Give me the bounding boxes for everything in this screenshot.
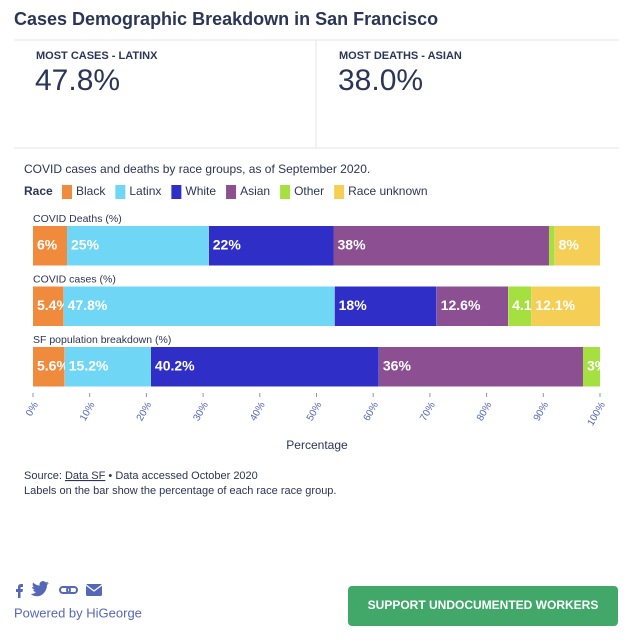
- value-label: 25%: [71, 236, 100, 252]
- value-label: 8%: [559, 236, 580, 252]
- legend-label: Other: [294, 184, 324, 198]
- stat-label: MOST DEATHS - ASIAN: [339, 50, 462, 62]
- link-icon[interactable]: [66, 586, 78, 594]
- segment: 3%: [582, 347, 608, 387]
- share-icons[interactable]: [16, 581, 103, 598]
- bar-segment: [63, 286, 335, 326]
- bar-segment: [554, 226, 600, 266]
- plot: Black Latinx White Asian Other Race unknown 0%…: [24, 184, 608, 428]
- x-axis-label: Percentage: [286, 438, 348, 452]
- bar-segment: [333, 226, 549, 266]
- value-label: 22%: [213, 236, 242, 252]
- bar-segment: [33, 286, 64, 326]
- legend-swatch: [226, 185, 237, 199]
- link-icon[interactable]: [59, 586, 71, 594]
- bar-segment: [150, 347, 379, 387]
- segment: 4.1%: [508, 286, 544, 326]
- legend-label: Latinx: [129, 184, 161, 198]
- segment: 5.6%: [33, 347, 69, 387]
- bar-segment: [378, 347, 583, 387]
- bar-segment: [64, 347, 151, 387]
- bar-segment: [33, 347, 65, 387]
- x-tick-label: 60%: [362, 400, 382, 423]
- value-label: 12.1%: [535, 297, 575, 313]
- legend-label: White: [185, 184, 216, 198]
- value-label: 6%: [37, 236, 58, 252]
- facebook-icon[interactable]: [16, 584, 23, 598]
- segment: 38%: [333, 226, 549, 266]
- legend-swatch: [280, 185, 291, 199]
- x-tick-label: 40%: [248, 400, 268, 423]
- stat-value: 47.8%: [35, 64, 120, 97]
- segment: 40.2%: [150, 347, 379, 387]
- value-label: 36%: [383, 357, 412, 373]
- stat-label: MOST CASES - LATINX: [36, 50, 158, 62]
- value-label: 18%: [339, 297, 368, 313]
- value-label: 15.2%: [69, 357, 109, 373]
- x-tick-label: 90%: [532, 400, 552, 423]
- source: Source: Data SF • Data accessed October …: [24, 470, 258, 482]
- value-label: 40.2%: [155, 357, 195, 373]
- segment: 15.2%: [64, 347, 151, 387]
- note: Labels on the bar show the percentage of…: [24, 485, 337, 497]
- twitter-icon[interactable]: [31, 581, 49, 597]
- category-label: COVID Deaths (%): [33, 213, 122, 225]
- value-label: 4.1%: [512, 297, 544, 313]
- value-label: 3%: [587, 357, 608, 373]
- legend-swatch: [334, 185, 345, 199]
- legend-swatch: [171, 185, 182, 199]
- mail-icon[interactable]: [85, 584, 103, 592]
- segment: 25%: [67, 226, 209, 266]
- legend-swatch: [62, 185, 72, 199]
- x-tick-label: 20%: [135, 400, 155, 423]
- value-label: 5.6%: [37, 357, 69, 373]
- segment: 47.8%: [63, 286, 335, 326]
- segment: 6%: [33, 226, 68, 266]
- bar-segment: [582, 347, 600, 387]
- value-label: 12.6%: [441, 297, 481, 313]
- bar-segment: [33, 226, 68, 266]
- legend-label: Black: [76, 184, 106, 198]
- legend-label: Race unknown: [348, 184, 427, 198]
- segment: [548, 226, 555, 266]
- segment: 12.1%: [531, 286, 600, 326]
- x-tick-label: 100%: [586, 400, 608, 428]
- legend-swatch: [115, 185, 126, 199]
- x-tick-label: 80%: [475, 400, 495, 423]
- button[interactable]: [348, 586, 618, 626]
- bar-segment: [208, 226, 334, 266]
- segment: 22%: [208, 226, 334, 266]
- segment: 12.6%: [436, 286, 509, 326]
- subtitle: COVID cases and deaths by race groups, a…: [24, 162, 370, 176]
- title: Cases Demographic Breakdown in San Franc…: [14, 9, 438, 29]
- segment: 8%: [554, 226, 600, 266]
- legend-title: Race: [24, 184, 53, 198]
- button-label[interactable]: SUPPORT UNDOCUMENTED WORKERS: [368, 598, 599, 612]
- bar-segment: [67, 226, 209, 266]
- value-label: 5.4%: [37, 297, 69, 313]
- category-label: SF population breakdown (%): [33, 334, 171, 346]
- stat-value: 38.0%: [338, 64, 423, 97]
- segment: 5.4%: [33, 286, 69, 326]
- bar-segment: [334, 286, 437, 326]
- mail-icon[interactable]: [86, 584, 102, 596]
- segment: 36%: [378, 347, 583, 387]
- bar-segment: [508, 286, 532, 326]
- category-label: COVID cases (%): [33, 273, 116, 285]
- bar-segment: [436, 286, 509, 326]
- bar-segment: [531, 286, 600, 326]
- powered-by[interactable]: Powered by HiGeorge: [14, 605, 142, 620]
- segment: 18%: [334, 286, 437, 326]
- x-tick-label: 30%: [191, 400, 211, 423]
- legend-label: Asian: [240, 184, 270, 198]
- x-tick-label: 0%: [24, 400, 41, 418]
- x-tick-label: 10%: [78, 400, 98, 423]
- source-link[interactable]: Data SF: [65, 470, 106, 482]
- value-label: 47.8%: [68, 297, 108, 313]
- bar-segment: [548, 226, 555, 266]
- x-tick-label: 70%: [418, 400, 438, 423]
- x-tick-label: 50%: [305, 400, 325, 423]
- value-label: 38%: [338, 236, 367, 252]
